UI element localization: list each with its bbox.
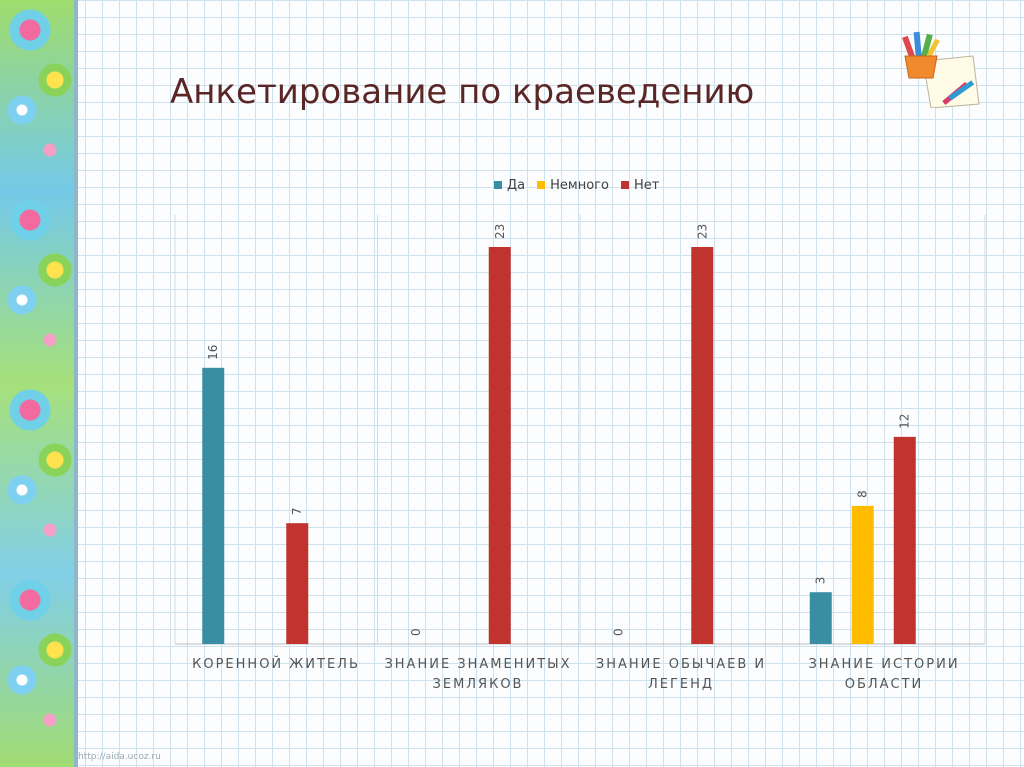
legend-swatch-nemnogo <box>537 181 546 189</box>
data-label-series-1-cat-3: 8 <box>856 490 870 498</box>
pencil-cup-icon <box>902 31 980 108</box>
data-label-series-2-cat-2: 23 <box>695 224 709 239</box>
decorative-left-border <box>0 0 78 767</box>
legend-item-da: Да <box>494 178 525 193</box>
bar-series-1-cat-3 <box>851 505 874 644</box>
bar-series-0-cat-0 <box>202 367 225 644</box>
legend-item-net: Нет <box>620 177 660 193</box>
bar-series-2-cat-0 <box>286 523 309 644</box>
data-label-series-0-cat-3: 3 <box>814 577 828 585</box>
legend-label-nemnogo: Немного <box>550 177 609 193</box>
data-label-series-0-cat-2: 0 <box>611 628 625 636</box>
bar-series-2-cat-1 <box>488 247 511 644</box>
category-label-3: ЗНАНИЕ ИСТОРИИ ОБЛАСТИ <box>808 657 960 692</box>
category-label-1: ЗНАНИЕ ЗНАМЕНИТЫХ ЗЕМЛЯКОВ <box>384 657 572 692</box>
data-label-series-0-cat-1: 0 <box>409 628 423 636</box>
slide-title: Анкетирование по краеведению <box>170 72 755 112</box>
legend-label-net: Нет <box>633 177 660 193</box>
bar-series-2-cat-2 <box>691 247 714 644</box>
data-label-series-2-cat-0: 7 <box>290 508 304 516</box>
bar-series-0-cat-3 <box>809 592 832 644</box>
data-label-series-0-cat-0: 16 <box>206 345 220 360</box>
data-label-series-2-cat-3: 12 <box>898 414 912 429</box>
footer-url: http://aida.ucoz.ru <box>78 752 161 762</box>
data-label-series-2-cat-1: 23 <box>493 224 507 239</box>
legend-swatch-net <box>620 181 629 189</box>
bar-series-2-cat-3 <box>893 436 916 644</box>
legend-label-da: Да <box>507 177 526 193</box>
chart-legend: Да Немного Нет <box>494 176 659 194</box>
category-label-2: ЗНАНИЕ ОБЫЧАЕВ И ЛЕГЕНД <box>595 657 767 692</box>
category-label-0: КОРЕННОЙ ЖИТЕЛЬ <box>192 657 360 672</box>
legend-swatch-da <box>494 181 502 189</box>
legend-item-nemnogo: Немного <box>537 178 609 193</box>
